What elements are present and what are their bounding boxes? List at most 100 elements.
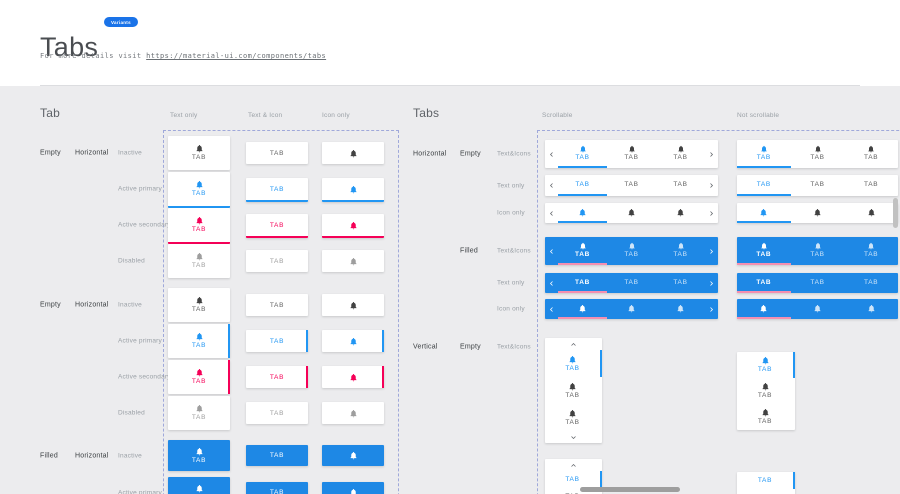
scroll-right-button[interactable] — [705, 299, 718, 319]
tab-icon-primary[interactable] — [322, 330, 384, 352]
tab-active[interactable]: TAB — [558, 175, 607, 196]
horizontal-scrollbar[interactable] — [580, 487, 680, 492]
tab-label: TAB — [757, 477, 773, 485]
tab-inactive[interactable] — [607, 203, 656, 223]
tab-both-secondary[interactable]: TAB — [168, 360, 230, 394]
tab-inactive[interactable]: TAB — [844, 273, 898, 293]
scroll-left-button[interactable] — [545, 175, 558, 196]
tab-both-primary[interactable]: TAB — [168, 324, 230, 358]
scroll-right-button[interactable] — [705, 237, 718, 265]
scroll-left-button[interactable] — [545, 203, 558, 223]
tab-inactive[interactable]: TAB — [844, 237, 898, 265]
tab-active[interactable] — [737, 299, 791, 319]
tab-active[interactable] — [558, 299, 607, 319]
tab-active[interactable]: TAB — [737, 352, 795, 378]
tab-inactive[interactable] — [607, 299, 656, 319]
tab-active[interactable]: TAB — [558, 140, 607, 168]
tab-inactive[interactable]: TAB — [545, 404, 602, 431]
tab-text-disabled[interactable]: TAB — [246, 250, 308, 272]
tab-text-inactive[interactable]: TAB — [246, 142, 308, 164]
chevron-left-icon — [550, 183, 553, 188]
tab-active[interactable]: TAB — [558, 273, 607, 293]
scroll-down-button[interactable] — [545, 431, 602, 443]
tab-inactive[interactable]: TAB — [656, 175, 705, 196]
tab-both-inactive[interactable]: TAB — [168, 440, 230, 471]
tab-inactive[interactable]: TAB — [791, 140, 845, 168]
tab-label: TAB — [864, 250, 879, 258]
tab-both-secondary[interactable]: TAB — [168, 208, 230, 244]
tab-inactive[interactable]: TAB — [656, 140, 705, 168]
tab-inactive[interactable]: TAB — [791, 175, 845, 196]
tab-text-secondary[interactable]: TAB — [246, 214, 308, 238]
tab-inactive[interactable]: TAB — [607, 140, 656, 168]
tab-text-inactive[interactable]: TAB — [246, 294, 308, 316]
tab-icon-primary[interactable] — [322, 178, 384, 202]
tab-icon-inactive[interactable] — [322, 294, 384, 316]
tab-inactive[interactable] — [656, 299, 705, 319]
tab-icon-secondary[interactable] — [322, 366, 384, 388]
tab-icon-primary[interactable] — [322, 482, 384, 494]
scroll-left-button[interactable] — [545, 237, 558, 265]
scroll-left-button[interactable] — [545, 273, 558, 293]
tab-inactive[interactable]: TAB — [737, 378, 795, 404]
tab-active[interactable]: TAB — [737, 175, 791, 196]
tab-text-primary[interactable]: TAB — [246, 330, 308, 352]
tab-icon-secondary[interactable] — [322, 214, 384, 238]
group-0-state-1-label: Active primary — [118, 185, 162, 193]
tab-inactive[interactable] — [844, 299, 898, 319]
tab-text-primary[interactable]: TAB — [246, 482, 308, 494]
tab-active[interactable] — [558, 203, 607, 223]
scroll-right-button[interactable] — [705, 203, 718, 223]
tab-inactive[interactable]: TAB — [656, 237, 705, 265]
tab-active[interactable]: TAB — [737, 273, 791, 293]
tab-text-secondary[interactable]: TAB — [246, 366, 308, 388]
tab-text-primary[interactable]: TAB — [246, 178, 308, 202]
tab-inactive[interactable] — [656, 203, 705, 223]
tab-active[interactable]: TAB — [737, 237, 791, 265]
tab-inactive[interactable]: TAB — [844, 140, 898, 168]
tab-icon-disabled[interactable] — [322, 402, 384, 424]
tab-inactive[interactable]: TAB — [607, 175, 656, 196]
tab-inactive[interactable]: TAB — [791, 273, 845, 293]
tab-active[interactable]: TAB — [545, 350, 602, 377]
tab-active[interactable]: TAB — [737, 472, 795, 489]
tab-both-primary[interactable]: TAB — [168, 172, 230, 208]
tab-both-disabled[interactable]: TAB — [168, 396, 230, 430]
tab-inactive[interactable]: TAB — [607, 273, 656, 293]
tab-inactive[interactable] — [791, 203, 845, 223]
tab-inactive[interactable]: TAB — [737, 489, 795, 494]
tab-text-disabled[interactable]: TAB — [246, 402, 308, 424]
tab-inactive[interactable]: TAB — [791, 237, 845, 265]
tab-inactive[interactable]: TAB — [545, 377, 602, 404]
tab-active[interactable] — [737, 203, 791, 223]
tab-inactive[interactable]: TAB — [656, 273, 705, 293]
scroll-up-button[interactable] — [545, 459, 602, 471]
tab-both-inactive[interactable]: TAB — [168, 288, 230, 322]
docs-link[interactable]: https://material-ui.com/components/tabs — [146, 52, 327, 60]
tab-both-disabled[interactable]: TAB — [168, 244, 230, 278]
rgroup-0-row-2-label: Icon only — [497, 209, 525, 217]
tab-section-frame — [163, 130, 399, 494]
scroll-left-button[interactable] — [545, 140, 558, 168]
tab-inactive[interactable]: TAB — [844, 175, 898, 196]
tab-icon-disabled[interactable] — [322, 250, 384, 272]
tab-icon-inactive[interactable] — [322, 142, 384, 164]
tab-icon-inactive[interactable] — [322, 445, 384, 466]
tab-both-primary[interactable]: TAB — [168, 477, 230, 494]
tab-inactive[interactable] — [791, 299, 845, 319]
vertical-scrollbar[interactable] — [893, 198, 898, 228]
scroll-right-button[interactable] — [705, 140, 718, 168]
tab-inactive[interactable] — [844, 203, 898, 223]
tab-both-inactive[interactable]: TAB — [168, 136, 230, 170]
scroll-right-button[interactable] — [705, 273, 718, 293]
scroll-left-button[interactable] — [545, 299, 558, 319]
tab-text-inactive[interactable]: TAB — [246, 445, 308, 466]
scroll-up-button[interactable] — [545, 338, 602, 350]
chevron-left-icon — [550, 248, 553, 254]
tab-active[interactable]: TAB — [558, 237, 607, 265]
tab-active[interactable]: TAB — [545, 471, 602, 488]
tab-inactive[interactable]: TAB — [737, 404, 795, 430]
tab-inactive[interactable]: TAB — [607, 237, 656, 265]
tab-active[interactable]: TAB — [737, 140, 791, 168]
scroll-right-button[interactable] — [705, 175, 718, 196]
